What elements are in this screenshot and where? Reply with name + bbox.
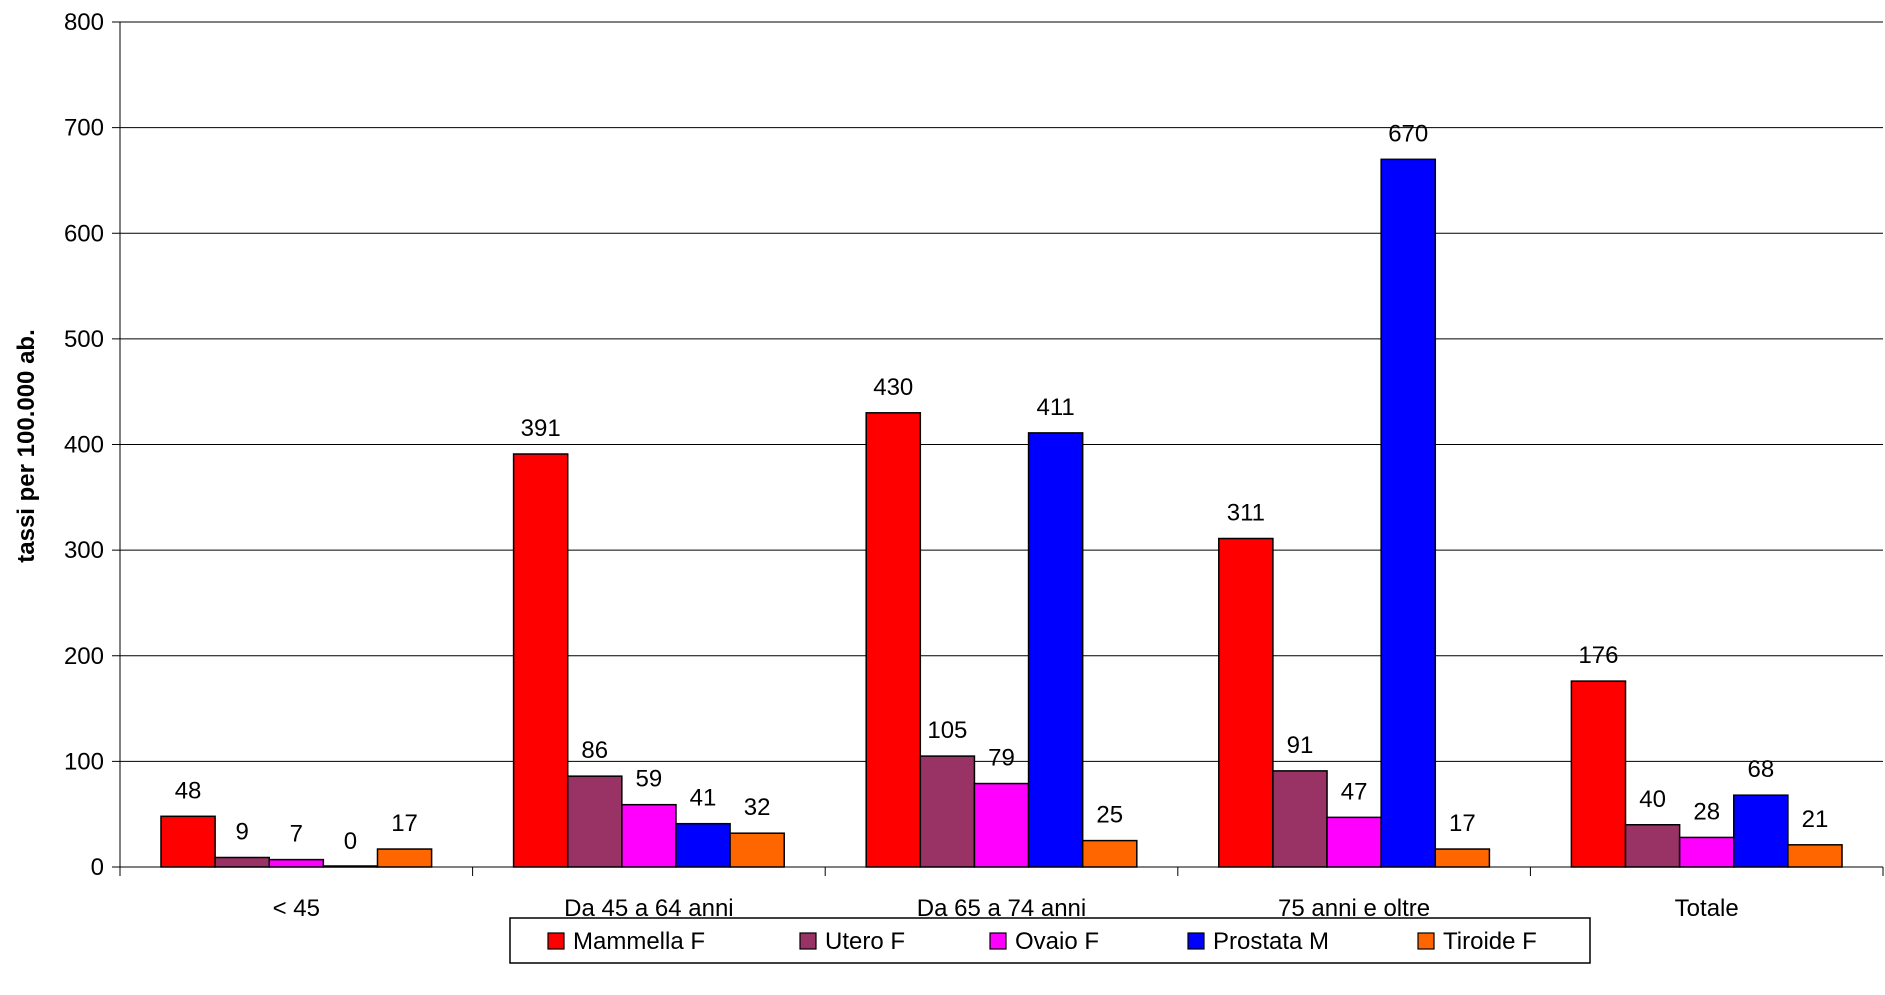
bar-tiroide-f [376,848,433,868]
bars [160,158,1843,868]
data-label: 25 [1096,802,1123,829]
bar-utero-f [214,856,270,868]
data-labels: 48 391 430 311 176 9 86 105 91 40 7 59 79 47 28 0 41 411 6… [175,120,1829,855]
bar-tiroide-f [1787,844,1843,868]
bar-tiroide-f [729,832,785,868]
bar-tiroide-f [1081,839,1138,868]
bar-ovaio-f [1678,836,1735,868]
data-label: 91 [1287,732,1314,759]
bar-prostata-m [1733,794,1789,868]
y-axis-title: tassi per 100.000 ab. [13,329,40,562]
data-label: 7 [290,821,303,848]
y-tick-label: 800 [64,9,104,36]
data-label: 47 [1341,778,1368,805]
gridlines [120,21,1883,762]
bar-mammella-f [865,412,922,868]
bar-ovaio-f [621,803,677,868]
bar-prostata-m [1380,158,1437,868]
data-label: 41 [690,785,717,812]
data-label: 9 [235,818,248,845]
data-label: 391 [521,415,561,442]
data-label: 430 [873,374,913,401]
data-label: 17 [1449,810,1476,837]
data-label: 21 [1802,806,1829,833]
data-label: 17 [391,810,418,837]
legend-label: Tiroide F [1443,928,1537,955]
bar-utero-f [1624,824,1681,868]
bar-prostata-m [322,865,379,868]
legend-label: Prostata M [1213,928,1329,955]
data-label: 411 [1036,394,1074,421]
legend: Mammella F Utero F Ovaio F Prostata M Tiroid… [509,917,1591,964]
data-label: 28 [1693,798,1720,825]
bar-mammella-f [512,453,569,868]
legend-swatch [989,932,1007,950]
legend-swatch [1187,932,1205,950]
y-axis: 0 100 200 300 400 500 600 700 800 [64,9,121,881]
bar-ovaio-f [268,858,325,868]
y-tick-label: 200 [64,643,104,670]
legend-swatch [1417,932,1435,950]
data-label: 670 [1388,120,1428,147]
bar-mammella-f [1218,537,1274,868]
y-tick-label: 300 [64,537,104,564]
bar-utero-f [919,755,976,868]
data-label: 40 [1639,786,1666,813]
data-label: 86 [581,737,608,764]
y-tick-label: 500 [64,326,104,353]
bar-ovaio-f [973,782,1030,868]
data-label: 0 [344,828,357,855]
legend-label: Mammella F [573,928,705,955]
bar-utero-f [566,775,623,868]
y-tick-label: 700 [64,115,104,142]
legend-swatch [799,932,817,950]
bar-prostata-m [675,822,731,868]
data-label: 32 [744,794,771,821]
legend-label: Ovaio F [1015,928,1099,955]
x-axis: < 45 Da 45 a 64 anni Da 65 a 74 anni 75 ann… [119,866,1884,922]
bar-mammella-f [160,815,216,868]
data-label: 176 [1578,642,1618,669]
data-label: 48 [175,777,202,804]
x-tick-label: Totale [1675,895,1739,922]
data-label: 79 [988,745,1015,772]
legend-label: Utero F [825,928,905,955]
bar-mammella-f [1570,680,1627,868]
data-label: 68 [1747,756,1774,783]
legend-swatch [547,932,565,950]
y-tick-label: 0 [91,854,104,881]
y-tick-label: 400 [64,432,104,459]
bar-prostata-m [1027,432,1084,868]
y-tick-label: 600 [64,220,104,247]
bar-utero-f [1272,770,1328,868]
y-tick-label: 100 [64,748,104,775]
bar-ovaio-f [1326,816,1382,868]
data-label: 105 [927,717,967,744]
bar-tiroide-f [1434,848,1491,868]
legend-box [509,917,1591,964]
data-label: 311 [1227,500,1265,527]
x-tick-label: < 45 [273,895,320,922]
data-label: 59 [636,766,663,793]
